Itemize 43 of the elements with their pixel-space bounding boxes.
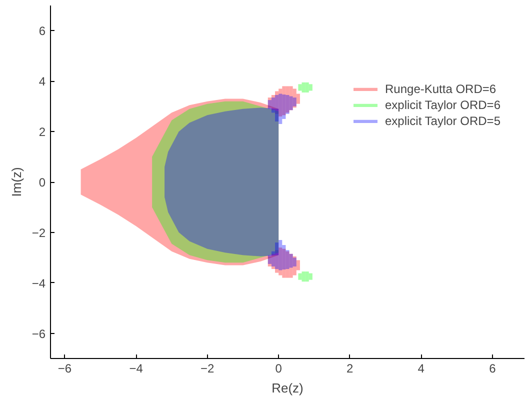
bar xyxy=(275,242,279,269)
bar xyxy=(292,98,296,106)
bar xyxy=(298,84,302,91)
y-tick-label: 0 xyxy=(38,176,46,190)
bar xyxy=(296,94,300,104)
bar xyxy=(308,84,312,91)
x-tick-label: 6 xyxy=(489,362,496,376)
bar xyxy=(268,100,272,109)
legend-label: Runge-Kutta ORD=6 xyxy=(385,82,496,96)
legend-label: explicit Taylor ORD=5 xyxy=(385,114,500,128)
bar xyxy=(271,251,276,266)
bar xyxy=(275,95,279,122)
bar xyxy=(278,94,282,124)
bar xyxy=(286,95,290,114)
bar xyxy=(286,250,290,269)
bar xyxy=(296,260,300,270)
bar xyxy=(308,273,312,280)
bar xyxy=(271,98,276,113)
x-tick-label: −2 xyxy=(200,362,214,376)
bar xyxy=(282,94,286,119)
bar xyxy=(289,96,293,110)
y-tick-label: 2 xyxy=(38,125,46,140)
bar xyxy=(282,245,286,270)
bar xyxy=(302,272,306,282)
y-tick-label: −6 xyxy=(32,326,46,341)
x-axis-title: Re(z) xyxy=(272,380,304,396)
bar xyxy=(268,255,272,264)
y-tick-label: 6 xyxy=(38,24,46,38)
y-tick-label: −2 xyxy=(32,226,46,240)
x-tick-label: −4 xyxy=(129,362,144,376)
bar xyxy=(292,258,296,266)
y-tick-label: 4 xyxy=(38,74,46,89)
x-tick-label: 2 xyxy=(346,362,354,376)
y-tick-label: −4 xyxy=(32,276,46,290)
x-tick-label: 4 xyxy=(418,362,425,376)
x-tick-label: −6 xyxy=(58,362,72,376)
y-axis-title: Im(z) xyxy=(8,167,24,197)
bar xyxy=(302,82,306,92)
bar xyxy=(289,254,293,268)
x-tick-label: 0 xyxy=(275,362,282,376)
bar xyxy=(278,240,282,270)
bar xyxy=(298,273,302,280)
legend-label: explicit Taylor ORD=6 xyxy=(385,98,500,112)
